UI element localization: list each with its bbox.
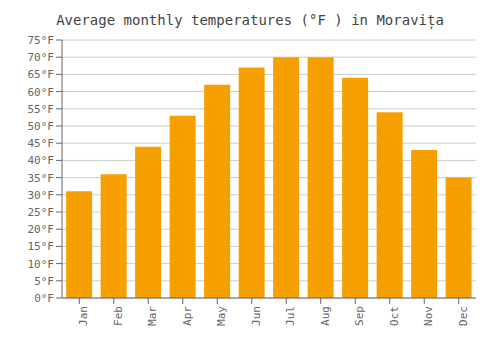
svg-text:Jun: Jun: [250, 306, 263, 326]
svg-text:Sep: Sep: [353, 306, 366, 326]
svg-text:20°F: 20°F: [28, 223, 55, 236]
svg-text:25°F: 25°F: [28, 206, 55, 219]
svg-text:70°F: 70°F: [28, 51, 55, 64]
svg-text:Oct: Oct: [388, 306, 401, 326]
svg-text:65°F: 65°F: [28, 68, 55, 81]
svg-text:10°F: 10°F: [28, 258, 55, 271]
svg-text:Jan: Jan: [77, 306, 90, 326]
svg-text:75°F: 75°F: [28, 34, 55, 47]
svg-text:55°F: 55°F: [28, 103, 55, 116]
svg-text:Jul: Jul: [284, 306, 297, 326]
svg-text:Apr: Apr: [181, 306, 194, 326]
svg-text:Nov: Nov: [422, 306, 435, 326]
svg-text:35°F: 35°F: [28, 172, 55, 185]
svg-text:60°F: 60°F: [28, 86, 55, 99]
svg-text:15°F: 15°F: [28, 240, 55, 253]
svg-text:45°F: 45°F: [28, 137, 55, 150]
svg-text:40°F: 40°F: [28, 154, 55, 167]
svg-text:30°F: 30°F: [28, 189, 55, 202]
svg-text:Mar: Mar: [146, 306, 159, 326]
svg-text:Dec: Dec: [457, 306, 470, 326]
html-text:Average monthly temperatures (: Average monthly temperatures (°F ) in Mo…: [56, 12, 444, 28]
svg-text:May: May: [215, 306, 228, 326]
svg-text:0°F: 0°F: [34, 292, 54, 305]
svg-text:Aug: Aug: [319, 306, 332, 326]
svg-text:50°F: 50°F: [28, 120, 55, 133]
svg-text:5°F: 5°F: [34, 275, 54, 288]
svg-text:Feb: Feb: [112, 306, 125, 326]
